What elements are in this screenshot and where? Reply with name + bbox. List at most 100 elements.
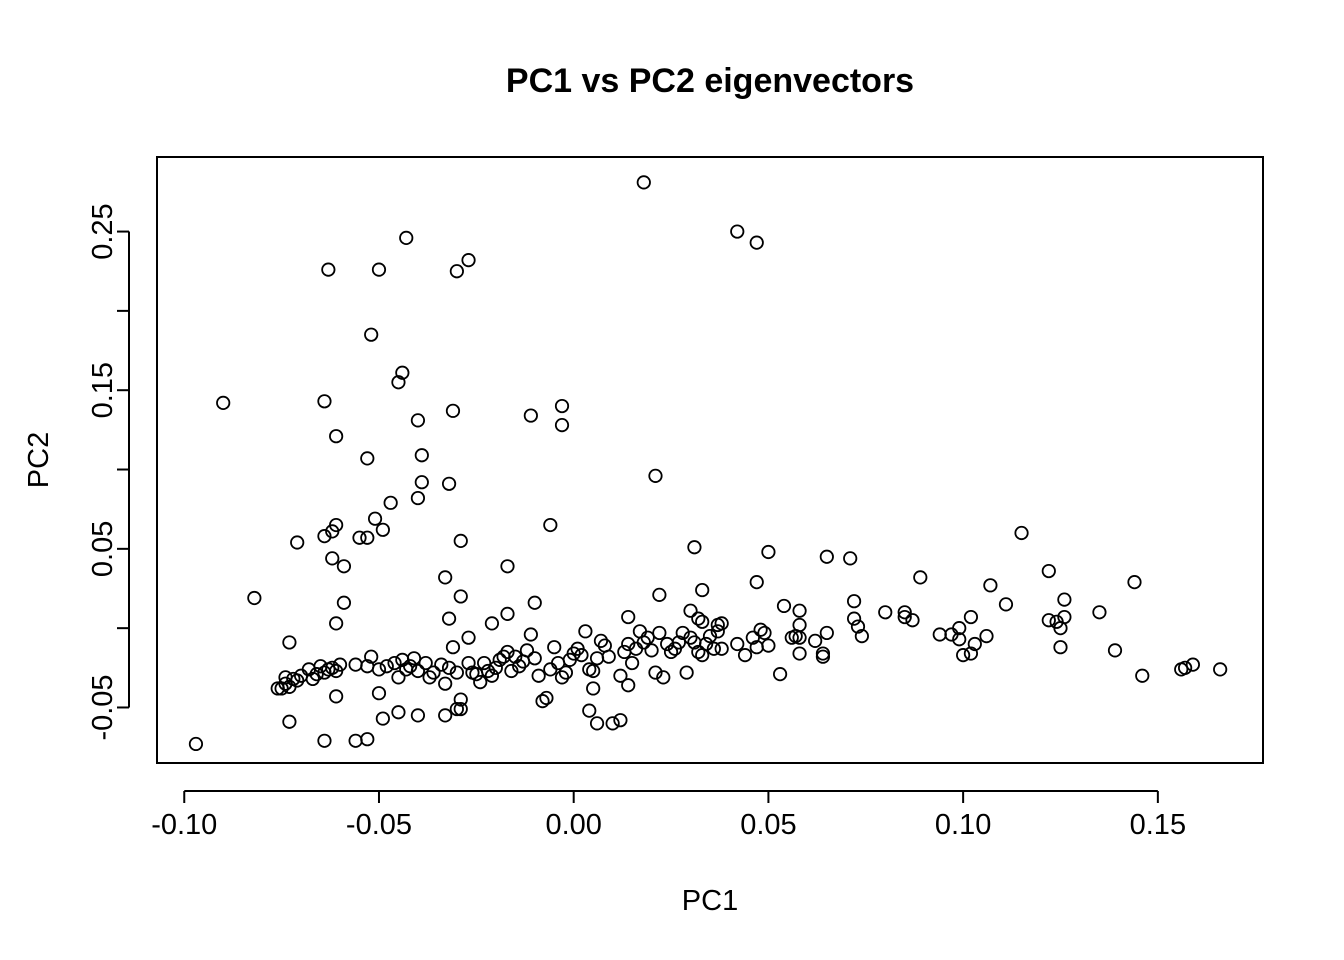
scatter-point [500,644,515,660]
scatter-point [371,262,387,277]
scatter-point [699,636,714,652]
scatter-point [445,640,461,655]
y-tick-label: 0.15 [87,362,119,418]
scatter-point [815,646,831,661]
scatter-point [519,643,535,658]
scatter-point [897,605,912,620]
scatter-point [730,636,745,652]
scatter-point [348,733,363,748]
scatter-point [504,663,519,679]
scatter-point [399,230,414,246]
scatter-point [309,667,324,682]
scatter-point [434,657,449,672]
scatter-point [317,529,332,544]
scatter-point [792,646,807,661]
scatter-point [656,670,671,685]
scatter-point [589,651,605,666]
scatter-point [329,689,344,704]
x-axis-label: PC1 [682,885,738,917]
scatter-point [484,668,500,683]
scatter-point [1213,662,1228,677]
scatter-point [282,635,297,650]
scatter-point [527,651,542,666]
scatter-point [652,625,667,641]
scatter-point [897,609,912,625]
scatter-point [792,603,807,618]
scatter-point [1178,660,1193,675]
scatter-point [1014,525,1029,541]
scatter-point [683,630,698,645]
scatter-point [702,628,718,644]
scatter-point [644,643,659,658]
scatter-point [621,636,636,652]
scatter-point [371,686,387,701]
scatter-point [878,605,893,620]
scatter-point [761,544,776,560]
scatter-point [554,670,570,685]
scatter-point [687,540,702,555]
scatter-point [808,633,823,648]
scatter-point [1107,643,1123,658]
scatter-point [449,701,464,717]
scatter-point [305,671,320,687]
scatter-point [695,582,710,598]
scatter-point [410,490,426,506]
scatter-point [484,616,500,631]
scatter-point [325,660,340,675]
scatter-point [500,559,515,574]
x-tick-label: -0.10 [151,809,217,841]
scatter-point [582,703,597,718]
scatter-point [1041,613,1056,628]
scatter-point [706,641,721,656]
scatter-point [336,559,352,574]
scatter-point [714,616,729,631]
x-tick-label: 0.05 [740,809,796,841]
scatter-point [691,611,706,626]
scatter-point [321,262,336,277]
scatter-point [1057,592,1072,607]
scatter-point [671,635,686,650]
scatter-point [488,660,503,675]
scatter-point [461,253,476,268]
scatter-point [679,665,694,680]
scatter-point [593,633,609,648]
x-tick-label: 0.10 [935,809,991,841]
scatter-point [1041,563,1056,579]
scatter-point [375,711,390,726]
scatter-point [480,663,496,679]
y-tick-label: 0.05 [87,521,119,577]
scatter-point [913,570,928,585]
scatter-point [850,619,866,634]
scatter-point [461,630,476,645]
scatter-point [418,655,433,671]
scatter-point [410,708,426,723]
scatter-point [979,628,994,644]
scatter-point [500,606,515,621]
scatter-point [963,609,979,625]
scatter-point [1057,609,1072,625]
scatter-point [441,660,457,675]
scatter-point [387,655,402,671]
scatter-point [998,597,1014,612]
scatter-point [648,468,663,483]
scatter-point [290,535,305,550]
scatter-point [406,651,422,666]
y-axis: -0.05 0.05 0.15 0.25 [87,203,130,741]
scatter-point [352,530,367,545]
scatter-point [325,551,340,566]
scatter-point [461,655,476,671]
y-axis-label: PC2 [23,432,55,488]
scatter-point [543,517,558,533]
scatter-point [621,678,636,693]
scatter-point [410,663,426,679]
scatter-point [360,530,375,545]
scatter-point [613,668,628,683]
scatter-point [714,641,729,656]
scatter-point [360,451,375,466]
scatter-point [819,625,834,641]
scatter-point [621,609,636,625]
scatter-point [449,665,464,680]
scatter-point [360,732,375,747]
scatter-point [477,655,492,671]
y-tick-label: -0.05 [87,674,119,740]
